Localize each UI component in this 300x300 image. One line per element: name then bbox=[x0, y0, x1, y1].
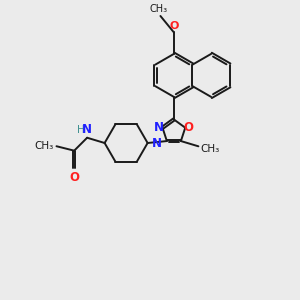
Text: O: O bbox=[169, 21, 178, 31]
Text: O: O bbox=[184, 121, 194, 134]
Text: H: H bbox=[77, 125, 85, 135]
Text: N: N bbox=[152, 137, 162, 150]
Text: N: N bbox=[154, 121, 164, 134]
Text: O: O bbox=[69, 171, 79, 184]
Text: N: N bbox=[82, 123, 92, 136]
Text: CH₃: CH₃ bbox=[150, 4, 168, 14]
Text: CH₃: CH₃ bbox=[35, 141, 54, 151]
Text: CH₃: CH₃ bbox=[201, 144, 220, 154]
